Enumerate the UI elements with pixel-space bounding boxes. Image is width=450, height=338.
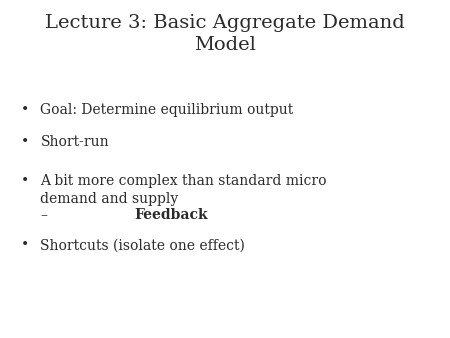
Text: •: • — [21, 103, 29, 117]
Text: Goal: Determine equilibrium output: Goal: Determine equilibrium output — [40, 103, 294, 117]
Text: Lecture 3: Basic Aggregate Demand
Model: Lecture 3: Basic Aggregate Demand Model — [45, 14, 405, 54]
Text: –: – — [40, 208, 48, 222]
Text: Shortcuts (isolate one effect): Shortcuts (isolate one effect) — [40, 238, 245, 252]
Text: Feedback: Feedback — [134, 208, 208, 222]
Text: Short-run: Short-run — [40, 135, 109, 149]
Text: •: • — [21, 135, 29, 149]
Text: A bit more complex than standard micro
demand and supply: A bit more complex than standard micro d… — [40, 174, 327, 207]
Text: •: • — [21, 174, 29, 188]
Text: •: • — [21, 238, 29, 252]
